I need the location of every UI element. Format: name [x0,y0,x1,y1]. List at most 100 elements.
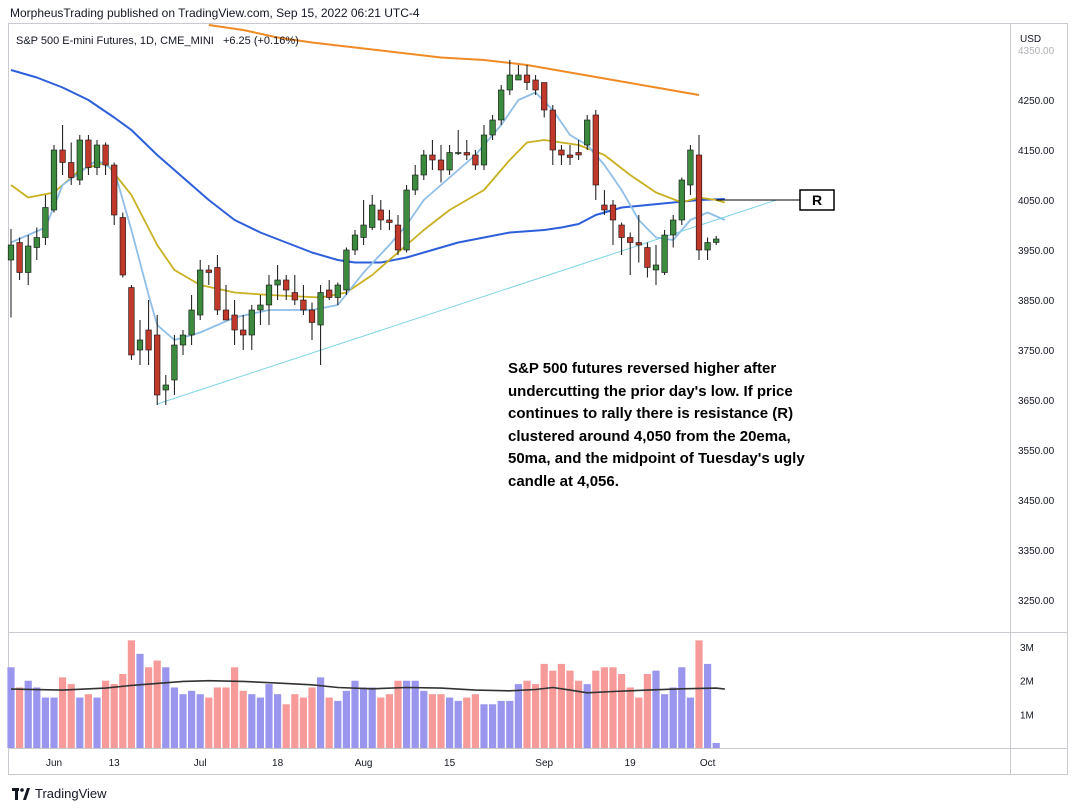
price-tick-label: 3650.00 [1018,396,1055,407]
volume-bar [102,680,110,748]
candle [515,65,522,81]
candle [76,135,83,185]
candle-body [558,149,565,156]
candle-body [515,74,522,81]
candle-body [308,309,316,323]
candle [446,145,453,175]
candle [171,335,178,395]
candle [85,135,92,175]
candle-body [343,249,350,291]
candle [291,275,298,305]
candle-body [498,89,505,121]
price-axis-currency: USD [1020,34,1041,45]
candle [369,195,376,230]
candle-body [334,284,341,298]
candle [472,150,479,170]
volume-bar [532,684,540,748]
candle-body [369,204,376,228]
volume-bar [437,694,445,748]
indicator-lines [10,24,777,405]
candle-body [85,139,92,168]
candle [541,82,548,118]
candle [429,140,436,170]
candle-body [222,309,230,321]
volume-bar [16,687,24,748]
candle [317,285,324,365]
candle [351,230,359,255]
footer-brand-label: TradingView [35,786,107,801]
volume-bar [41,697,49,748]
candle-body [111,164,118,216]
volume-bar [514,684,522,748]
price-tick-label: 4350.00 [1018,46,1055,57]
time-tick-label: Sep [535,758,553,769]
candle [145,300,152,365]
volume-bar [205,697,213,748]
volume-bar [196,694,204,748]
volume-bar [145,667,153,748]
chart-frame [8,23,1068,775]
candle-body [257,304,264,311]
candle [455,130,462,155]
candle-body [265,284,273,306]
candle [33,227,40,260]
candle-body [670,219,677,236]
volume-bar [93,697,101,748]
candle [498,85,505,125]
time-tick-label: Jun [46,758,62,769]
candle-body [437,159,445,171]
candle-body [446,152,453,171]
volume-bar [652,670,660,748]
candle-body [618,224,625,238]
volume-bar [265,684,273,748]
volume-tick-label: 2M [1020,677,1034,688]
candle [265,275,273,325]
candle [205,265,212,285]
candle [480,125,488,170]
volume-bar [76,697,84,748]
price-tick-label: 4250.00 [1018,96,1055,107]
candle-body [154,334,161,396]
volume-bar [506,700,514,748]
candle [222,285,230,321]
price-tick-label: 3550.00 [1018,446,1055,457]
volume-bar [497,700,505,748]
candles-layer [7,60,720,405]
candle [652,245,660,285]
volume-bar [420,690,428,748]
footer-brand[interactable]: TradingView [12,786,107,801]
candle-body [601,204,608,211]
candle-body [136,339,144,351]
volume-bar [575,680,583,748]
volume-bar [678,667,686,748]
candle [334,282,341,305]
candle-body [42,207,49,238]
candle [437,145,445,183]
volume-bar [704,663,712,748]
candle-body [386,219,393,223]
volume-bar [136,653,144,748]
candle-body [240,329,247,336]
candle-body [566,154,574,158]
volume-bar [119,674,127,748]
candle-body [360,224,367,238]
price-tick-label: 4050.00 [1018,196,1055,207]
candle [377,200,384,230]
candle [7,229,15,318]
volume-bar [609,667,617,748]
volume-bar [566,670,574,748]
volume-bar [394,680,402,748]
candle [162,375,169,405]
volume-bar [351,680,359,748]
candle-body [609,204,617,221]
price-tick-label: 3250.00 [1018,596,1055,607]
candle [635,215,642,263]
candle [214,255,221,315]
volume-bar [446,697,454,748]
volume-bar [360,687,368,748]
candle-body [627,237,634,243]
candle [25,235,32,285]
volume-bar [188,690,196,748]
candle-body [463,152,470,156]
